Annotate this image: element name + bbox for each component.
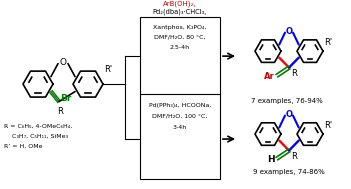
Text: O: O bbox=[285, 27, 292, 36]
Text: 9 examples, 74-86%: 9 examples, 74-86% bbox=[253, 169, 325, 175]
Text: R': R' bbox=[324, 121, 332, 130]
Text: Ar: Ar bbox=[264, 72, 274, 81]
Text: O: O bbox=[60, 58, 66, 67]
Text: DMF/H₂O, 80 °C,: DMF/H₂O, 80 °C, bbox=[154, 35, 206, 40]
Text: ArB(OH)₂,: ArB(OH)₂, bbox=[163, 1, 197, 7]
Text: Pd₂(dba)₃·CHCl₃,: Pd₂(dba)₃·CHCl₃, bbox=[153, 9, 207, 15]
Text: Br: Br bbox=[60, 94, 72, 103]
Text: 2.5-4h: 2.5-4h bbox=[170, 45, 190, 50]
Text: Pd(PPh₃)₄, HCOONa,: Pd(PPh₃)₄, HCOONa, bbox=[149, 103, 211, 108]
Text: O: O bbox=[285, 110, 292, 119]
Text: R: R bbox=[57, 107, 63, 116]
Text: R: R bbox=[291, 69, 297, 78]
Text: DMF/H₂O, 100 °C,: DMF/H₂O, 100 °C, bbox=[152, 114, 208, 119]
Text: 7 examples, 76-94%: 7 examples, 76-94% bbox=[251, 98, 323, 104]
Text: R: R bbox=[291, 152, 297, 161]
Text: Xantphos, K₃PO₄,: Xantphos, K₃PO₄, bbox=[153, 25, 207, 30]
Text: R = C₆H₅, 4-OMeC₆H₄,: R = C₆H₅, 4-OMeC₆H₄, bbox=[4, 124, 72, 129]
Text: C₃H₇, C₅H₁₁, SiMe₃: C₃H₇, C₅H₁₁, SiMe₃ bbox=[4, 134, 68, 139]
Text: H: H bbox=[267, 155, 275, 164]
Text: 3-4h: 3-4h bbox=[173, 125, 187, 129]
Text: R': R' bbox=[324, 38, 332, 47]
Text: R': R' bbox=[104, 65, 112, 74]
Text: R’ = H, OMe: R’ = H, OMe bbox=[4, 143, 42, 149]
Bar bbox=[140, 17, 220, 179]
